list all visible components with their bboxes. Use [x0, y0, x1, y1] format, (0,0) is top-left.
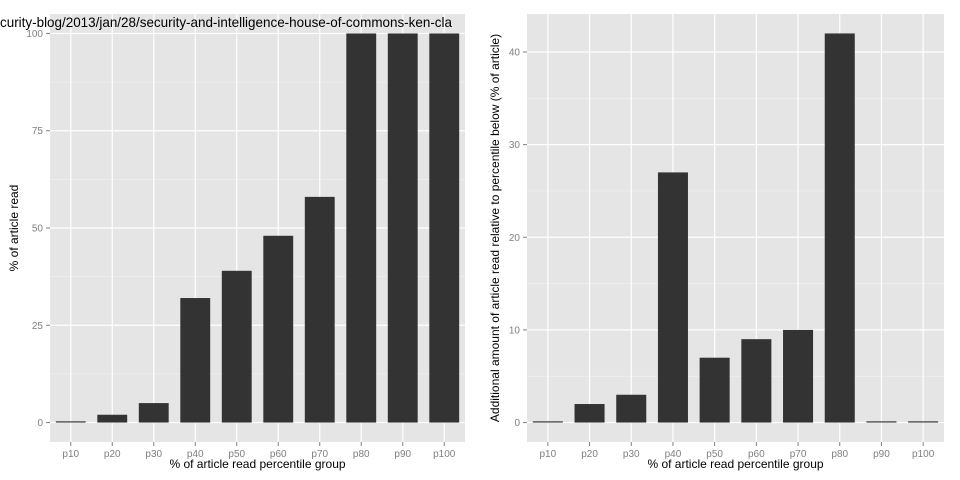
x-tick-label: p100 [912, 449, 935, 460]
plot-title: curity-blog/2013/jan/28/security-and-int… [0, 14, 452, 30]
y-tick-label: 50 [32, 224, 44, 235]
bar-p50 [221, 270, 252, 423]
y-tick-label: 75 [32, 126, 44, 137]
y-tick-label: 25 [32, 321, 44, 332]
bar-p10 [532, 421, 563, 423]
x-tick-label: p50 [706, 449, 723, 460]
x-tick-label: p60 [748, 449, 765, 460]
bar-p90 [387, 33, 418, 423]
bar-p40 [180, 298, 211, 423]
y-axis-title: % of article read [7, 185, 21, 272]
x-tick-label: p80 [831, 449, 848, 460]
x-tick-label: p30 [145, 449, 162, 460]
bar-p80 [346, 33, 377, 423]
x-tick-label: p10 [540, 449, 557, 460]
x-tick-label: p40 [665, 449, 682, 460]
bar-p100 [429, 33, 460, 423]
chart-panel-1: 0 25 50 75 100 p10 p20 p30 p40 p50 p60 p70 p80 p90 p10… [0, 14, 465, 471]
bar-p20 [97, 414, 128, 423]
y-tick-label: 20 [509, 233, 521, 244]
x-tick-label: p40 [187, 449, 204, 460]
x-tick-label: p90 [873, 449, 890, 460]
x-axis-title: % of article read percentile group [169, 457, 345, 471]
bar-p30 [138, 403, 169, 423]
y-tick-label: 10 [509, 325, 521, 336]
x-tick-label: p80 [353, 449, 370, 460]
x-tick-label: p60 [270, 449, 287, 460]
y-axis-title: Additional amount of article read relati… [488, 34, 502, 422]
bar-p70 [783, 329, 814, 423]
x-tick-label: p90 [394, 449, 411, 460]
x-tick-label: p70 [311, 449, 328, 460]
bar-p60 [741, 339, 772, 423]
bar-p60 [263, 235, 294, 423]
x-tick-label: p20 [581, 449, 598, 460]
chart-panel-2: 0 10 20 30 40 p10 p20 p30 p40 p50 p60 p70 p80 p90 p100… [488, 14, 944, 471]
x-tick-label: p20 [104, 449, 121, 460]
bar-p40 [657, 172, 688, 423]
x-axis-title: % of article read percentile group [647, 457, 823, 471]
x-tick-label: p50 [228, 449, 245, 460]
x-tick-label: p10 [62, 449, 79, 460]
bar-p90 [866, 421, 897, 423]
bar-p10 [55, 421, 86, 423]
y-tick-label: 40 [509, 47, 521, 58]
y-tick-label: 0 [37, 418, 43, 429]
bar-p80 [824, 33, 855, 423]
bar-p20 [574, 404, 605, 423]
y-tick-label: 100 [26, 29, 43, 40]
y-tick-label: 30 [509, 140, 521, 151]
x-tick-label: p70 [790, 449, 807, 460]
y-tick-label: 0 [514, 418, 520, 429]
bar-p50 [699, 357, 730, 423]
x-tick-label: p100 [433, 449, 456, 460]
bar-p70 [304, 196, 335, 423]
bar-p30 [616, 394, 647, 423]
bar-p100 [908, 421, 939, 423]
x-tick-label: p30 [623, 449, 640, 460]
panel-background [527, 14, 944, 442]
